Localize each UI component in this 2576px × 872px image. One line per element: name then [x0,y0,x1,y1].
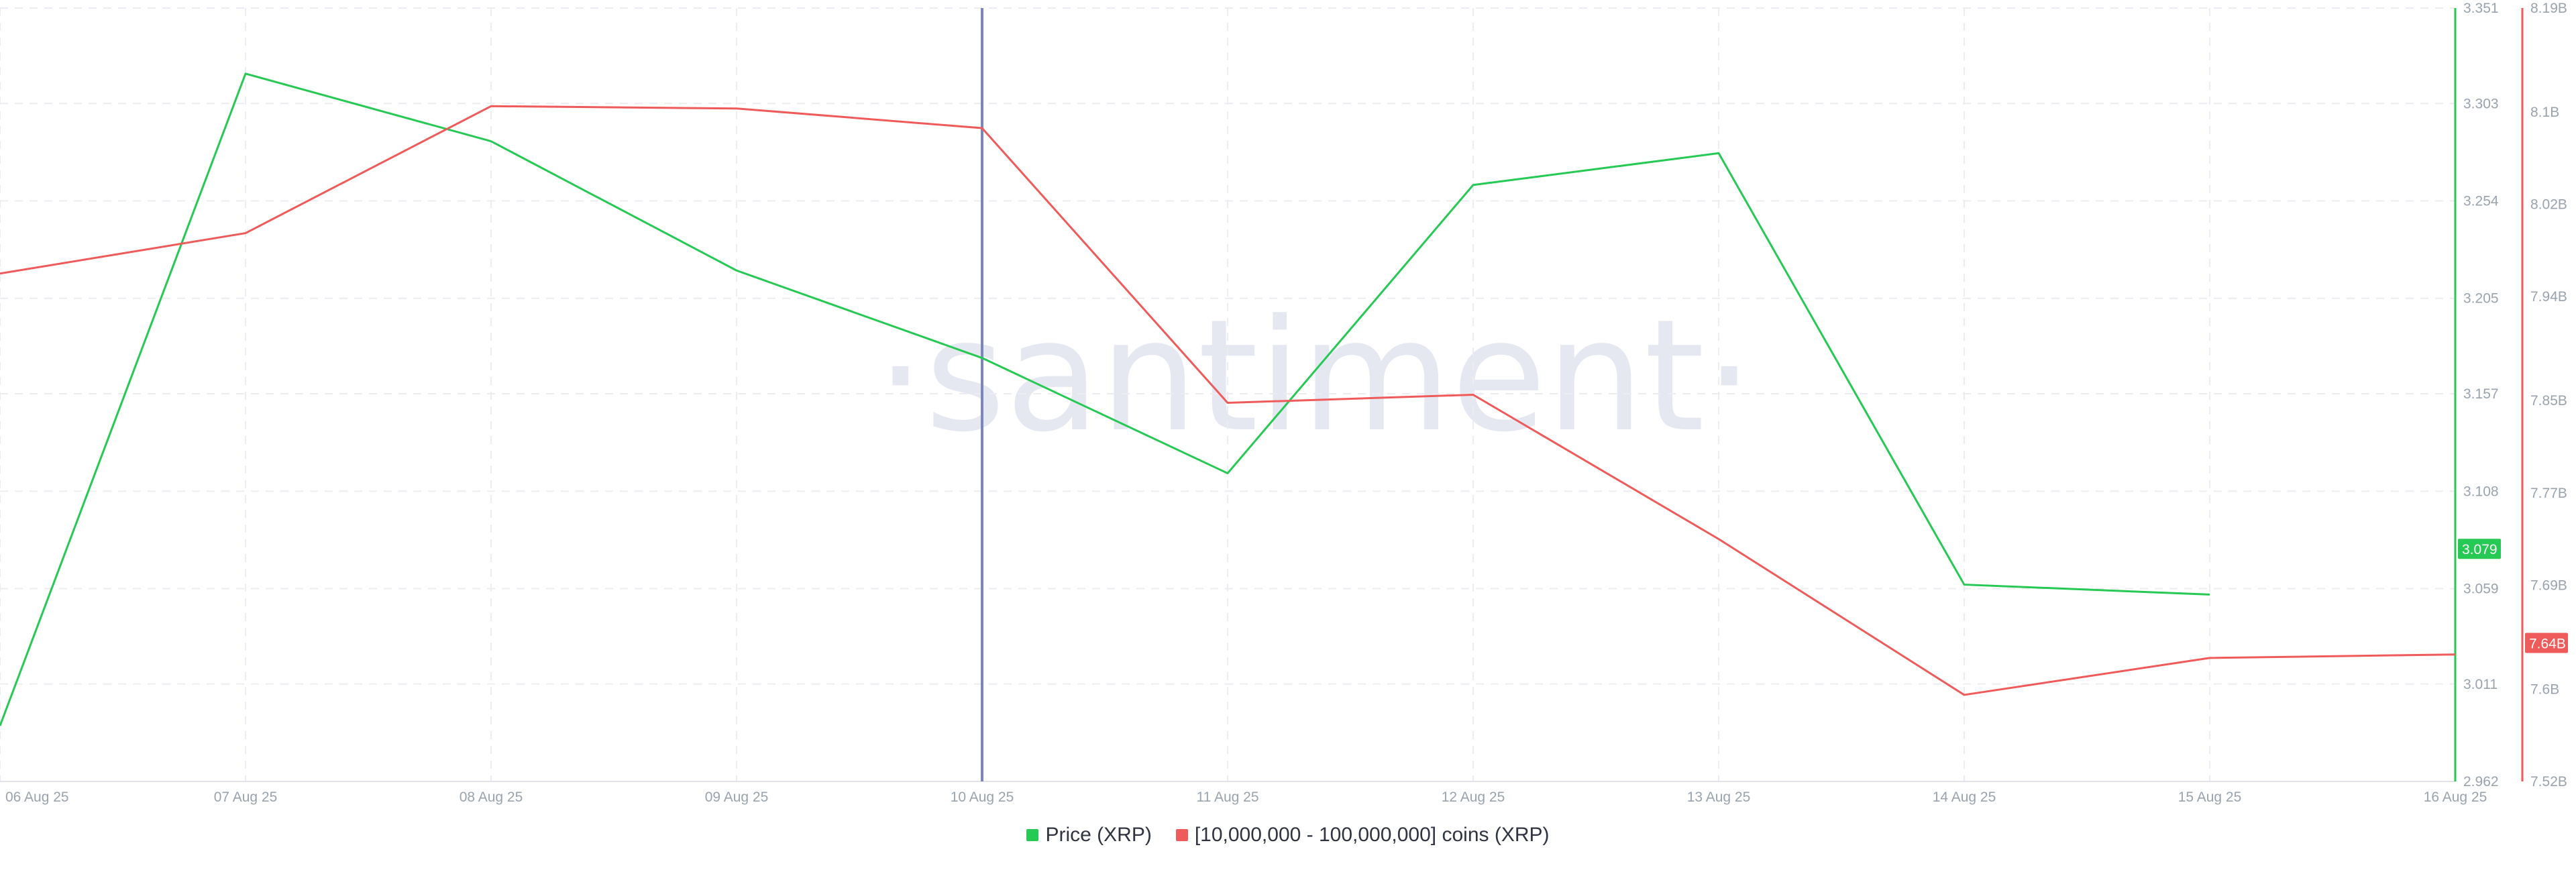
y-tick-label: 3.011 [2463,677,2498,692]
y-tick-label: 8.1B [2530,105,2559,120]
x-tick-label: 16 Aug 25 [2424,789,2487,805]
line-chart: ·santiment· 06 Aug 25 07 Aug 25 08 Aug 25 09… [0,1,2568,805]
y-tick-label: 3.157 [2463,386,2499,402]
x-tick-label: 12 Aug 25 [1442,789,1505,805]
y-tick-label: 2.962 [2463,774,2499,789]
last-value-tag [2525,633,2568,653]
y-tick-label: 3.254 [2463,194,2499,209]
x-tick-label: 06 Aug 25 [5,789,69,805]
x-tick-label: 08 Aug 25 [460,789,523,805]
y-tick-label: 3.108 [2463,484,2499,499]
y-tick-label: 3.303 [2463,96,2499,111]
watermark: ·santiment· [876,287,1754,466]
y-tick-label: 8.19B [2530,1,2567,16]
legend-swatch [1175,829,1188,841]
legend-label: Price (XRP) [1045,824,1152,846]
x-tick-label: 11 Aug 25 [1196,789,1258,805]
y-tick-label: 8.02B [2530,197,2567,213]
last-value-label: 3.079 [2462,542,2498,557]
x-tick-label: 15 Aug 25 [2178,789,2242,805]
series-line-price [0,72,2210,726]
last-value-label: 7.64B [2529,636,2566,651]
x-tick-label: 14 Aug 25 [1933,789,1996,805]
x-tick-label: 13 Aug 25 [1687,789,1751,805]
y-tick-label: 7.94B [2530,289,2567,305]
y-tick-label: 7.52B [2530,774,2567,789]
legend-label: [10,000,000 - 100,000,000] coins (XRP) [1194,824,1550,846]
y-tick-label: 3.351 [2463,1,2499,16]
y-tick-label: 7.6B [2530,682,2559,697]
legend-item[interactable]: [10,000,000 - 100,000,000] coins (XRP) [1175,824,1550,847]
y-tick-label: 7.69B [2530,578,2567,593]
x-tick-label: 07 Aug 25 [214,789,278,805]
x-tick-label: 10 Aug 25 [951,789,1014,805]
legend-item[interactable]: Price (XRP) [1026,824,1152,847]
y-tick-label: 7.77B [2530,486,2567,501]
legend-swatch [1026,829,1039,841]
y-tick-label: 3.059 [2463,581,2499,596]
legend: Price (XRP) [10,000,000 - 100,000,000] co… [0,824,2576,847]
x-tick-label: 09 Aug 25 [705,789,769,805]
y-tick-label: 7.85B [2530,393,2567,408]
y-tick-label: 3.205 [2463,291,2499,307]
last-value-tag [2458,539,2501,559]
